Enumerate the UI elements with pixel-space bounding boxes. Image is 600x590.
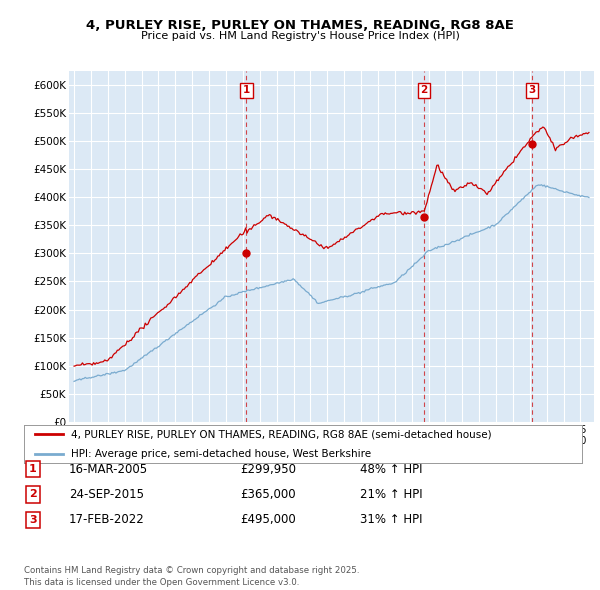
Text: Contains HM Land Registry data © Crown copyright and database right 2025.
This d: Contains HM Land Registry data © Crown c…	[24, 566, 359, 587]
Text: 24-SEP-2015: 24-SEP-2015	[69, 488, 144, 501]
Text: 16-MAR-2005: 16-MAR-2005	[69, 463, 148, 476]
Text: 4, PURLEY RISE, PURLEY ON THAMES, READING, RG8 8AE: 4, PURLEY RISE, PURLEY ON THAMES, READIN…	[86, 19, 514, 32]
Text: £299,950: £299,950	[240, 463, 296, 476]
Text: 1: 1	[29, 464, 37, 474]
Text: 17-FEB-2022: 17-FEB-2022	[69, 513, 145, 526]
Text: 3: 3	[29, 515, 37, 525]
Text: Price paid vs. HM Land Registry's House Price Index (HPI): Price paid vs. HM Land Registry's House …	[140, 31, 460, 41]
Text: £495,000: £495,000	[240, 513, 296, 526]
Text: 3: 3	[528, 86, 536, 96]
Text: 2: 2	[421, 86, 428, 96]
Text: 2: 2	[29, 490, 37, 499]
Text: 31% ↑ HPI: 31% ↑ HPI	[360, 513, 422, 526]
Text: HPI: Average price, semi-detached house, West Berkshire: HPI: Average price, semi-detached house,…	[71, 448, 371, 458]
Text: 4, PURLEY RISE, PURLEY ON THAMES, READING, RG8 8AE (semi-detached house): 4, PURLEY RISE, PURLEY ON THAMES, READIN…	[71, 430, 492, 440]
Text: £365,000: £365,000	[240, 488, 296, 501]
Text: 1: 1	[243, 86, 250, 96]
Text: 48% ↑ HPI: 48% ↑ HPI	[360, 463, 422, 476]
Text: 21% ↑ HPI: 21% ↑ HPI	[360, 488, 422, 501]
